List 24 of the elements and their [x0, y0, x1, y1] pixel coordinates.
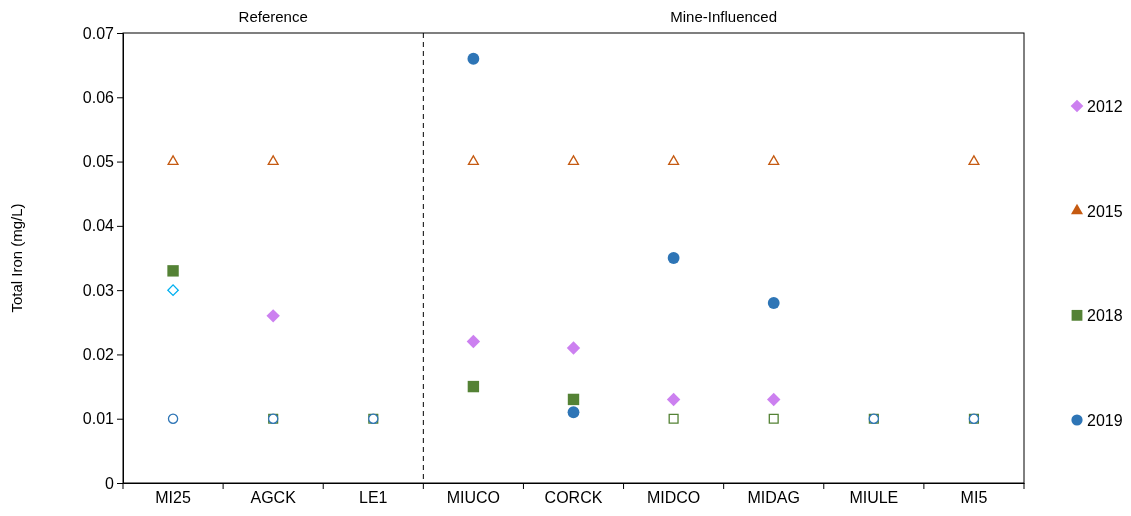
legend-label: 2019 — [1087, 412, 1123, 429]
y-tick-label: 0.05 — [82, 153, 115, 171]
y-tick-label: 0.03 — [82, 281, 115, 299]
y-tick-label: 0.01 — [82, 410, 115, 428]
x-tick-label: MI25 — [155, 489, 191, 507]
x-tick-label: LE1 — [359, 489, 388, 507]
y-axis-title: Total Iron (mg/L) — [8, 203, 25, 313]
legend-label: 2015 — [1087, 202, 1123, 220]
y-tick-label: 0.06 — [82, 88, 115, 106]
y-tick-label: 0.07 — [82, 24, 115, 42]
x-tick-label: MIDAG — [747, 489, 800, 507]
x-tick-label: AGCK — [250, 489, 297, 507]
x-tick-label: CORCK — [544, 489, 603, 507]
x-tick-label: MIUCO — [446, 489, 501, 507]
x-tick-label: MIDCO — [646, 489, 701, 507]
y-tick-label: 0 — [105, 474, 115, 492]
x-tick-label: MI5 — [960, 489, 988, 507]
text: Reference — [238, 8, 308, 25]
legend-label: 2012 — [1087, 98, 1123, 115]
text: Mine-Influenced — [670, 8, 778, 25]
y-tick-label: 0.02 — [82, 346, 115, 364]
y-tick-label: 0.04 — [82, 217, 115, 235]
legend-label: 2018 — [1087, 307, 1123, 325]
x-tick-label: MIULE — [849, 489, 899, 507]
